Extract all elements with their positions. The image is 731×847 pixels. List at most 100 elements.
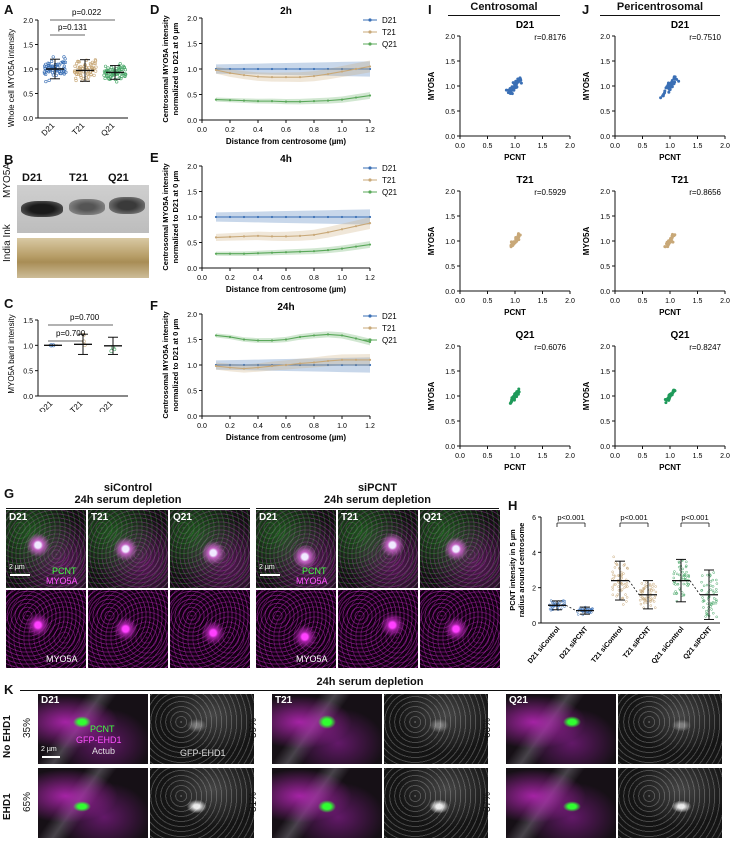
data-point: [612, 555, 615, 559]
h-category-label: Q21 siPCNT: [682, 625, 714, 661]
data-point: [625, 566, 629, 570]
data-point: [648, 591, 652, 594]
data-point: [622, 603, 625, 606]
series-point: [242, 338, 246, 341]
legend-label: T21: [382, 28, 396, 37]
panel-a-cat-t21: T21: [70, 121, 87, 138]
data-point: [654, 585, 657, 588]
series-point: [298, 335, 302, 339]
scatter-point: [669, 236, 673, 240]
series-point: [256, 252, 260, 255]
data-point: [57, 69, 62, 74]
scatter-point: [516, 392, 520, 396]
data-point: [624, 585, 628, 588]
series-point: [228, 71, 232, 75]
data-point: [625, 582, 629, 585]
h-category-label: Q21 siControl: [651, 626, 686, 666]
scatter-point: [512, 88, 516, 92]
g-group1-subtitle: 24h serum depletion: [74, 494, 182, 506]
scatter-point: [664, 401, 668, 405]
data-point: [702, 599, 705, 602]
g-scale-label: 2 µm: [9, 564, 25, 571]
x-tick-label: 1.0: [337, 275, 347, 282]
data-point: [73, 64, 77, 68]
series-point: [298, 363, 302, 367]
correlation-r: r=0.8656: [689, 188, 721, 197]
k-gfp-tile-q21-no-ehd1: [618, 694, 722, 764]
legend-label: Q21: [382, 40, 398, 49]
series-point: [354, 363, 358, 367]
series-point: [256, 100, 260, 103]
data-point: [77, 66, 81, 70]
g-myo5a-channel-label: MYO5A: [296, 654, 328, 664]
x-tick-label: 0.8: [309, 127, 319, 134]
x-tick-label: 0.5: [638, 143, 648, 150]
panel-c-pvalue-2: p=0.700: [70, 313, 100, 322]
scatter-ylabel: MYO5A: [427, 227, 436, 256]
data-point: [712, 571, 715, 574]
data-point: [642, 587, 645, 590]
scatter-point: [672, 234, 676, 238]
data-point: [706, 602, 709, 606]
data-point: [51, 55, 55, 59]
data-point: [642, 601, 646, 605]
series-point: [368, 222, 372, 225]
correlation-r: r=0.8247: [689, 343, 721, 352]
data-point: [700, 589, 704, 592]
data-point: [77, 60, 81, 64]
data-point: [652, 600, 656, 603]
scatter-point: [515, 85, 519, 89]
scatter-point: [510, 85, 514, 89]
k-group-label: Q21: [509, 695, 528, 706]
legend-marker: [368, 338, 372, 342]
y-tick-label: 2.0: [187, 16, 197, 23]
data-point: [685, 570, 688, 574]
scatter-point: [671, 391, 675, 395]
data-point: [684, 576, 687, 579]
series-point: [298, 76, 302, 79]
legend-marker: [368, 190, 372, 194]
series-line-q21: [215, 94, 371, 103]
data-point: [709, 601, 713, 605]
g-tile-label: Q21: [423, 512, 442, 523]
series-point: [340, 70, 344, 73]
data-point: [651, 585, 654, 588]
y-tick-label: 2.0: [445, 189, 455, 196]
y-tick-label: 0.0: [187, 118, 197, 125]
data-point: [677, 561, 681, 565]
series-point: [242, 363, 246, 367]
header-centrosomal: Centrosomal: [470, 1, 538, 13]
series-point: [312, 361, 316, 364]
scatter-point: [504, 88, 508, 92]
data-point: [118, 73, 122, 77]
x-tick-label: 0.0: [197, 127, 207, 134]
data-point: [622, 564, 626, 567]
data-point: [702, 584, 706, 588]
series-point: [228, 235, 232, 238]
panel-h-chart: 0 2 4 6 PCNT intensity in 5 µm radius around …: [508, 513, 720, 666]
x-tick-label: 1.5: [538, 298, 548, 305]
data-point: [676, 582, 680, 586]
data-point: [678, 573, 681, 577]
data-point: [124, 72, 128, 76]
x-tick-label: 0.0: [610, 298, 620, 305]
data-point: [620, 576, 624, 580]
series-point: [270, 339, 274, 342]
k-percent-q21-ehd1: 37%: [482, 791, 493, 812]
data-point: [681, 570, 684, 574]
series-point: [340, 98, 344, 101]
data-point: [611, 573, 615, 576]
g-group1-rule: [6, 508, 250, 509]
scatter-point: [512, 82, 516, 86]
series-point: [270, 215, 274, 219]
x-tick-label: 1.5: [538, 143, 548, 150]
h-pvalue: p<0.001: [681, 513, 708, 522]
data-point: [103, 64, 108, 68]
k-gfp-tile-d21-no-ehd1: GFP-EHD1: [150, 694, 254, 764]
legend-label: D21: [382, 164, 397, 173]
y-tick-label: 0.0: [600, 289, 610, 296]
series-point: [340, 228, 344, 231]
panel-c-cat-t21: T21: [68, 399, 85, 412]
y-tick-label: 0.0: [445, 134, 455, 141]
correlation-r: r=0.7510: [689, 33, 721, 42]
